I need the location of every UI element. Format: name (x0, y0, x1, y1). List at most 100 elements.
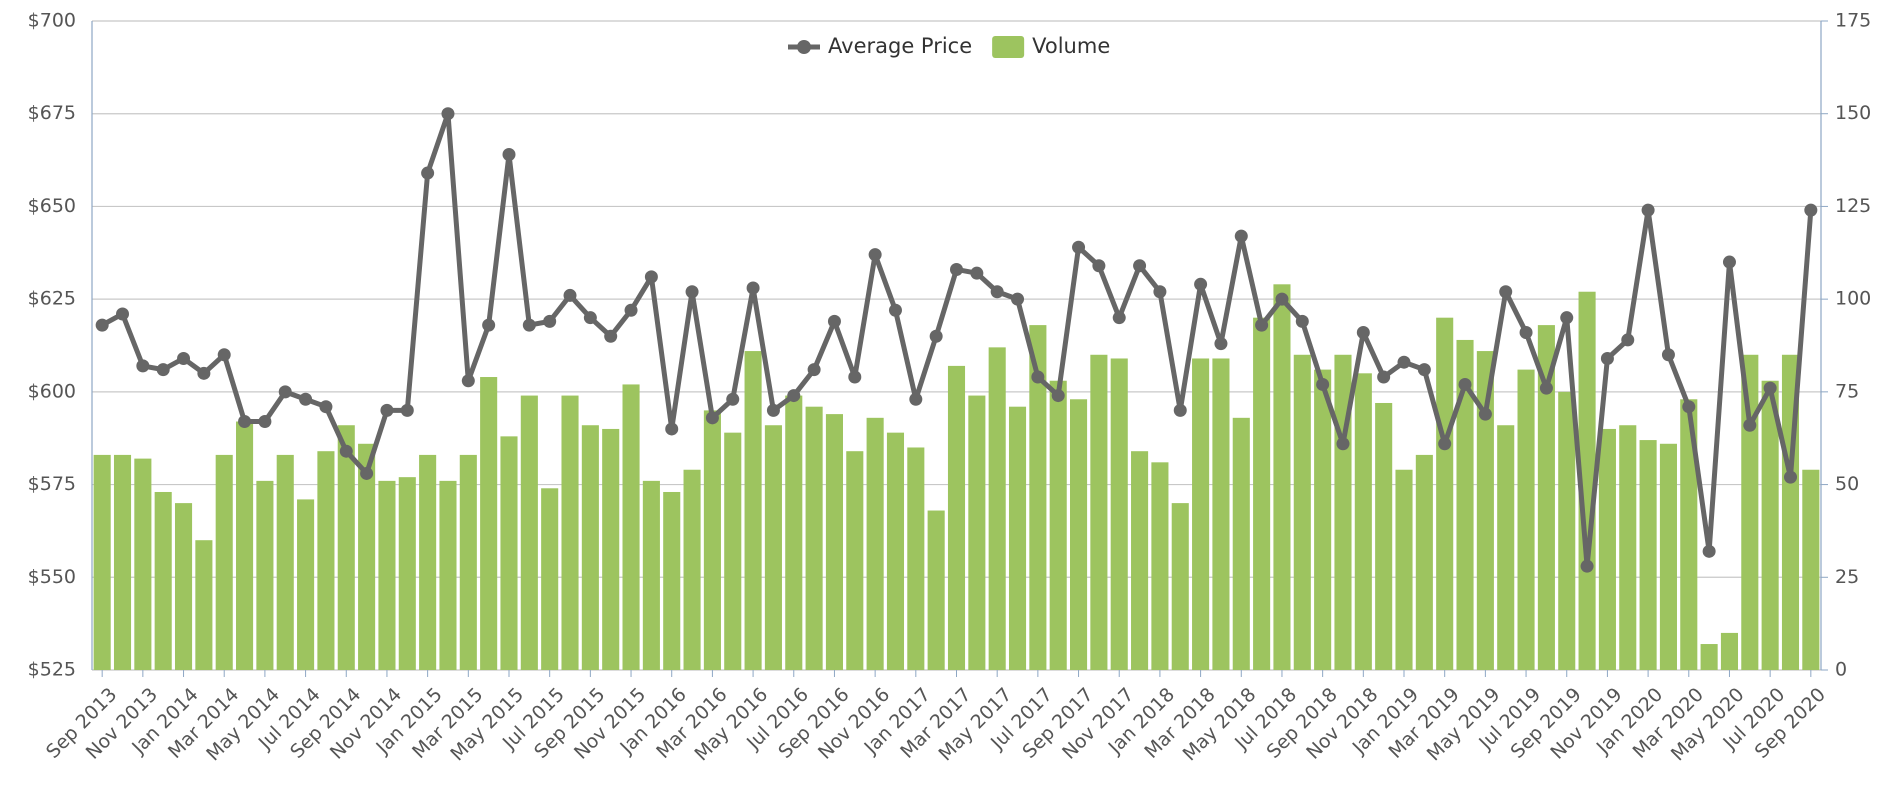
price-point (319, 400, 333, 414)
price-point (746, 281, 760, 295)
bar (1700, 644, 1718, 670)
bar (215, 454, 233, 670)
price-point (1661, 348, 1675, 362)
bar (419, 454, 437, 670)
price-point (807, 363, 821, 377)
price-point (1194, 277, 1208, 291)
price-point (583, 311, 597, 325)
price-point (888, 303, 902, 317)
bar (663, 491, 681, 670)
price-point (1214, 337, 1228, 351)
price-point (950, 262, 963, 276)
bar (439, 480, 457, 670)
bar (1537, 325, 1555, 670)
price-point (1336, 437, 1350, 451)
price-point (1377, 370, 1391, 384)
price-point (421, 166, 435, 180)
bar (1619, 425, 1637, 670)
y-tick-label: $650 (28, 195, 76, 217)
price-point (441, 107, 455, 121)
bar (1029, 325, 1047, 670)
price-point (1722, 255, 1736, 269)
price-point (1133, 259, 1147, 273)
bar (1517, 369, 1535, 670)
price-point (848, 370, 862, 384)
price-point (1560, 311, 1574, 325)
bar (1497, 425, 1515, 670)
price-point (1031, 370, 1045, 384)
bar (1639, 440, 1657, 670)
price-point (217, 348, 231, 362)
bar (134, 458, 152, 670)
price-point (1783, 470, 1797, 484)
price-point (1519, 326, 1533, 340)
price-point (685, 285, 699, 299)
price-point (1072, 240, 1086, 254)
bar (480, 377, 498, 670)
price-point (1397, 355, 1411, 369)
bar (378, 480, 396, 670)
price-point (1153, 285, 1167, 299)
price-point (1804, 203, 1818, 217)
y-tick-label: $700 (28, 10, 76, 32)
bar (459, 454, 477, 670)
y2-tick-label: 125 (1835, 195, 1871, 217)
bar (358, 443, 376, 670)
bar (1192, 358, 1210, 670)
bar (744, 351, 762, 670)
y2-tick-label: 0 (1835, 659, 1847, 681)
price-point (1682, 400, 1696, 414)
bar (1741, 354, 1759, 670)
price-point (380, 403, 394, 417)
price-point (1275, 292, 1289, 306)
y-tick-label: $625 (28, 288, 76, 310)
price-point (909, 392, 923, 406)
price-point (1641, 203, 1655, 217)
bar (1395, 469, 1413, 670)
legend: Average Price Volume (788, 34, 1110, 58)
legend-swatch (797, 40, 811, 54)
bar (1070, 399, 1088, 670)
bar (256, 480, 274, 670)
bar (1253, 317, 1271, 670)
bar (886, 432, 905, 670)
price-point (278, 385, 292, 399)
price-point (1051, 389, 1065, 403)
legend-label: Average Price (828, 34, 972, 58)
bar (1293, 354, 1311, 670)
bar (1802, 469, 1820, 670)
bar (683, 469, 701, 670)
bar (1415, 454, 1433, 670)
price-point (1417, 363, 1431, 377)
bar (520, 395, 538, 670)
price-point (177, 351, 191, 365)
bar (1110, 358, 1128, 670)
bar (764, 425, 782, 670)
price-point (1763, 381, 1777, 395)
bar (785, 395, 803, 670)
price-point (116, 307, 130, 321)
bar (825, 414, 843, 670)
price-point (360, 466, 374, 480)
price-point (604, 329, 618, 343)
bar (93, 454, 111, 670)
price-point (461, 374, 475, 388)
bar (622, 384, 640, 670)
bar (1558, 391, 1576, 670)
bar (1273, 284, 1291, 670)
price-point (726, 392, 740, 406)
price-point (970, 266, 984, 280)
price-point (299, 392, 313, 406)
bar (195, 540, 213, 670)
y-tick-label: $675 (28, 102, 76, 124)
price-point (827, 314, 841, 328)
y2-tick-label: 75 (1835, 380, 1859, 402)
bar (1476, 351, 1494, 670)
bar (398, 477, 416, 670)
price-point (522, 318, 536, 332)
bar (947, 365, 966, 670)
y2-tick-label: 25 (1835, 566, 1859, 588)
y2-tick-label: 100 (1835, 288, 1871, 310)
bar (907, 447, 925, 670)
legend-label: Volume (1032, 34, 1110, 58)
